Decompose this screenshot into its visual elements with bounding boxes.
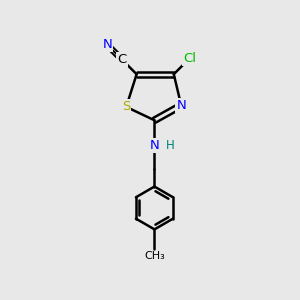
Text: CH₃: CH₃ <box>144 251 165 261</box>
Text: Cl: Cl <box>183 52 196 65</box>
Text: N: N <box>150 139 159 152</box>
Text: H: H <box>166 139 175 152</box>
Text: N: N <box>176 99 186 112</box>
Text: S: S <box>122 100 130 113</box>
Text: C: C <box>117 53 127 66</box>
Text: N: N <box>102 38 112 51</box>
